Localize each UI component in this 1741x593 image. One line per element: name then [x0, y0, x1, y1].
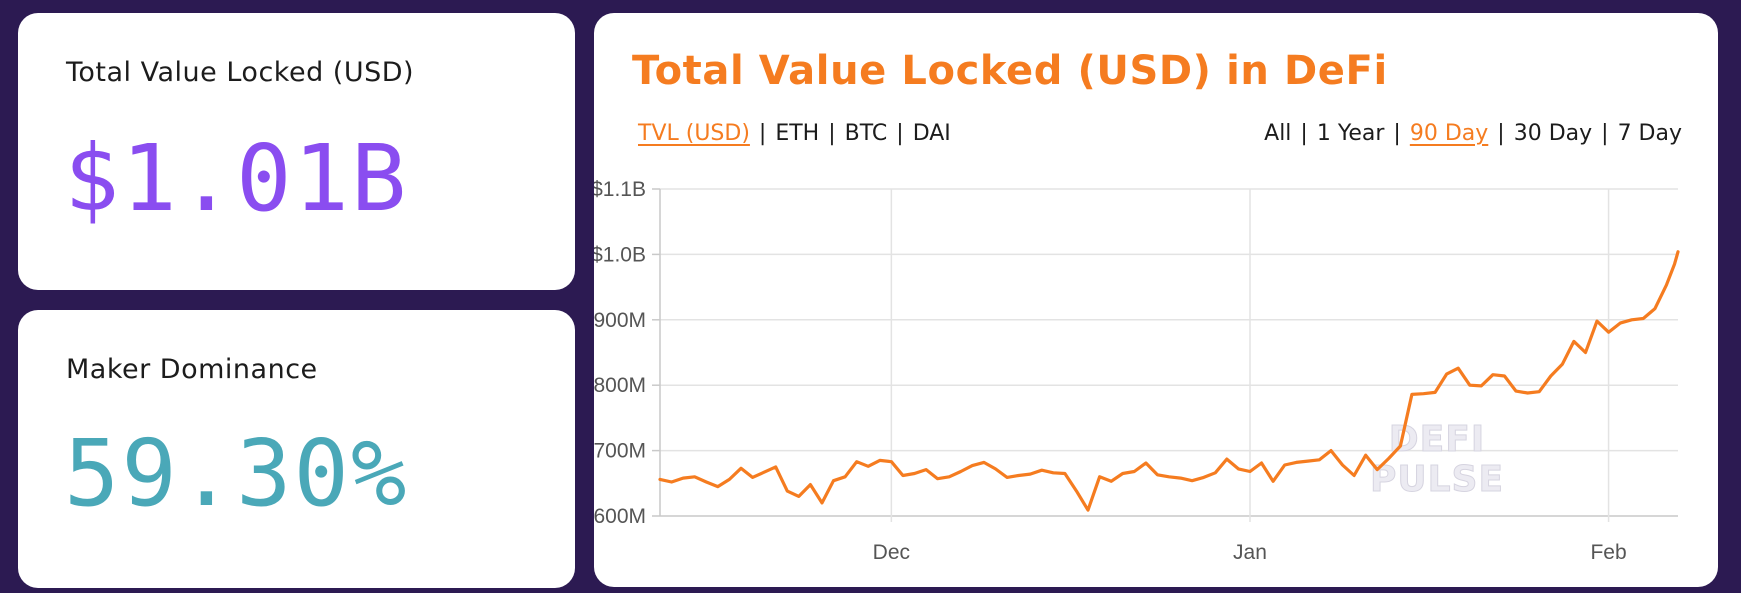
separator: |: [1601, 121, 1609, 146]
separator: |: [828, 121, 836, 146]
y-axis-labels: $1.1B $1.0B $900M $800M $700M $600M: [594, 178, 646, 528]
separator: |: [1393, 121, 1401, 146]
chart-grid: [652, 188, 1678, 522]
maker-dominance-value: 59.30%: [64, 420, 409, 527]
tvl-line-chart: DEFI PULSE $1.1B $1.0B $900M $800M $700M $600…: [594, 178, 1680, 564]
chart-series: [658, 250, 1680, 512]
watermark-line-2: PULSE: [1370, 459, 1504, 500]
period-option-90-day[interactable]: 90 Day: [1409, 121, 1489, 146]
metric-option-tvl-usd[interactable]: TVL (USD): [638, 121, 750, 146]
metric-selector: TVL (USD) | ETH | BTC | DAI: [638, 121, 951, 146]
y-tick-label: $1.0B: [594, 243, 646, 266]
x-tick-label: Feb: [1590, 541, 1626, 564]
x-axis-labels: Dec Jan Feb: [873, 541, 1627, 564]
tvl-card: Total Value Locked (USD) $1.01B: [18, 13, 575, 290]
metric-option-eth[interactable]: ETH: [775, 121, 820, 146]
period-option-all[interactable]: All: [1264, 121, 1292, 146]
tvl-label: Total Value Locked (USD): [66, 57, 415, 88]
tvl-series-line[interactable]: [658, 250, 1680, 512]
metric-option-btc[interactable]: BTC: [844, 121, 888, 146]
tvl-chart-card: Total Value Locked (USD) in DeFi TVL (US…: [594, 13, 1718, 587]
maker-dominance-card: Maker Dominance 59.30%: [18, 310, 575, 588]
period-option-1-year[interactable]: 1 Year: [1316, 121, 1385, 146]
period-selector: All | 1 Year | 90 Day | 30 Day | 7 Day: [1264, 121, 1682, 146]
y-tick-label: $600M: [594, 505, 646, 528]
separator: |: [896, 121, 904, 146]
metric-option-dai[interactable]: DAI: [912, 121, 951, 146]
y-tick-label: $800M: [594, 374, 646, 397]
maker-dominance-label: Maker Dominance: [66, 354, 318, 385]
x-tick-label: Jan: [1233, 541, 1267, 564]
x-tick-label: Dec: [873, 541, 910, 564]
period-option-7-day[interactable]: 7 Day: [1617, 121, 1682, 146]
watermark-line-1: DEFI: [1389, 419, 1485, 460]
defi-pulse-watermark: DEFI PULSE: [1369, 419, 1504, 501]
separator: |: [1300, 121, 1308, 146]
separator: |: [1497, 121, 1505, 146]
separator: |: [758, 121, 767, 146]
chart-title: Total Value Locked (USD) in DeFi: [632, 48, 1388, 94]
y-tick-label: $700M: [594, 440, 646, 463]
tvl-value: $1.01B: [64, 125, 409, 232]
y-tick-label: $1.1B: [594, 178, 646, 201]
y-tick-label: $900M: [594, 309, 646, 332]
period-option-30-day[interactable]: 30 Day: [1513, 121, 1593, 146]
